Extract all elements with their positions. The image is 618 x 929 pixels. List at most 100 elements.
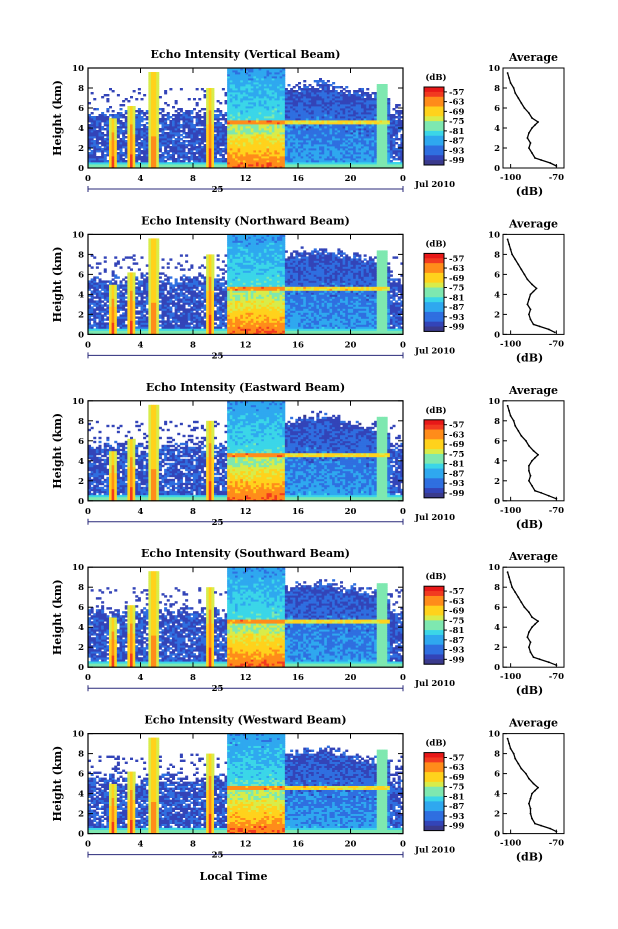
heatmap-cell [227, 158, 231, 161]
heatmap-cell [101, 132, 105, 135]
heatmap-cell [227, 138, 231, 141]
heatmap-cell [158, 162, 162, 165]
heatmap-cell [248, 138, 252, 141]
heatmap-cell [127, 136, 131, 139]
heatmap-cell [148, 98, 152, 101]
heatmap-cell [106, 110, 110, 113]
heatmap-cell [395, 162, 399, 165]
heatmap-cell [305, 86, 309, 89]
heatmap-cell [158, 156, 162, 159]
heatmap-cell [182, 162, 186, 165]
heatmap-cell [195, 146, 199, 149]
heatmap-cell [143, 164, 147, 167]
heatmap-cell [242, 112, 246, 115]
heatmap-cell [122, 292, 126, 295]
heatmap-cell [130, 96, 134, 99]
heatmap-cell [256, 146, 260, 149]
heatmap-cell [177, 126, 181, 129]
heatmap-cell [103, 166, 107, 169]
heatmap-cell [124, 110, 128, 113]
heatmap-cell [179, 126, 183, 129]
heatmap-cell [203, 108, 207, 111]
heatmap-cell [182, 120, 186, 123]
colorbar-tick-label: -81 [449, 127, 464, 137]
heatmap-cell [161, 162, 165, 165]
heatmap-cell [211, 106, 215, 109]
heatmap-cell [153, 92, 157, 95]
heatmap-cell [227, 68, 231, 71]
heatmap-cell [124, 116, 128, 119]
heatmap-cell [88, 162, 92, 165]
heatmap-cell [229, 134, 233, 137]
heatmap-cell [114, 166, 118, 169]
heatmap-cell [127, 114, 131, 117]
heatmap-cell [198, 132, 202, 135]
heatmap-cell [240, 148, 244, 151]
heatmap-cell [109, 158, 113, 161]
heatmap-cell [177, 138, 181, 141]
heatmap-cell [143, 128, 147, 131]
heatmap-cell [166, 166, 170, 169]
heatmap-cell [132, 166, 136, 169]
heatmap-cell [203, 130, 207, 133]
heatmap-cell [88, 164, 92, 167]
heatmap-cell [337, 86, 341, 89]
heatmap-cell [269, 106, 273, 109]
heatmap-cell [190, 156, 194, 159]
heatmap-cell [245, 112, 249, 115]
heatmap-cell [187, 166, 191, 169]
heatmap-cell [258, 144, 262, 147]
heatmap-cell [151, 78, 155, 81]
heatmap-cell [256, 88, 260, 91]
heatmap-cell [258, 94, 262, 97]
heatmap-cell [93, 132, 97, 135]
x-tick-label: 20 [345, 174, 357, 184]
heatmap-cell [250, 138, 254, 141]
heatmap-cell [132, 122, 136, 125]
heatmap-cell [248, 104, 252, 107]
heatmap-cell [245, 142, 249, 145]
heatmap-cell [190, 122, 194, 125]
heatmap-cell [248, 84, 252, 87]
heatmap-cell [164, 124, 168, 127]
heatmap-cell [153, 122, 157, 125]
heatmap-cell [229, 98, 233, 101]
heatmap-cell [177, 124, 181, 127]
heatmap-cell [179, 166, 183, 169]
heatmap-cell [237, 114, 241, 117]
heatmap-cell [140, 150, 144, 153]
heatmap-cell [266, 80, 270, 83]
heatmap-cell [203, 166, 207, 169]
heatmap-cell [227, 142, 231, 145]
heatmap-cell [119, 290, 123, 293]
heatmap-cell [93, 158, 97, 161]
heatmap-cell [195, 148, 199, 151]
heatmap-cell [122, 146, 126, 149]
heatmap-cell [164, 140, 168, 143]
heatmap-cell [389, 160, 393, 163]
heatmap-cell [363, 92, 367, 95]
profile-point [514, 92, 517, 94]
profile-point [517, 97, 520, 99]
heatmap-cell [88, 138, 92, 141]
heatmap-cell [156, 118, 160, 121]
heatmap-cell [151, 142, 155, 145]
heatmap-cell [269, 166, 273, 169]
heatmap-cell [214, 146, 218, 149]
heatmap-cell [240, 88, 244, 91]
heatmap-cell [258, 140, 262, 143]
heatmap-cell [200, 152, 204, 155]
heatmap-cell [240, 122, 244, 125]
heatmap-cell [193, 138, 197, 141]
heatmap-cell [240, 136, 244, 139]
heatmap-cell [90, 152, 94, 155]
heatmap-cell [342, 92, 346, 95]
heatmap-cell [229, 130, 233, 133]
heatmap-cell [298, 82, 302, 85]
heatmap-cell [245, 72, 249, 75]
heatmap-cell [235, 114, 239, 117]
heatmap-cell [98, 124, 102, 127]
heatmap-cell [258, 82, 262, 85]
heatmap-cell [95, 118, 99, 121]
heatmap-cell [208, 140, 212, 143]
